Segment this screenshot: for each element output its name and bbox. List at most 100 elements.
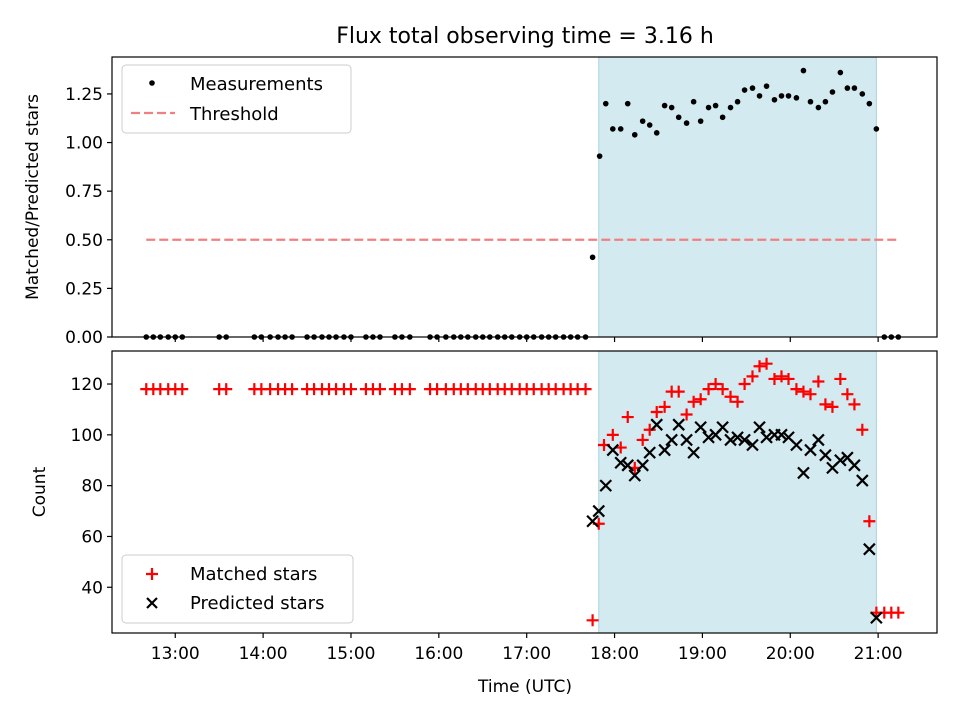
measurement-point <box>646 122 653 128</box>
predicted-stars-point <box>738 433 751 447</box>
matched-stars-point <box>220 383 233 396</box>
x-tick-label: 14:00 <box>239 644 288 664</box>
matched-stars-point <box>797 385 810 398</box>
predicted-stars-point <box>812 433 825 447</box>
matched-stars-point <box>841 388 854 401</box>
ratio-legend: Measurements Threshold <box>121 64 352 134</box>
measurement-point <box>624 100 631 107</box>
matched-stars-point <box>687 395 700 408</box>
count-legend: Matched stars Predicted stars <box>121 554 354 624</box>
measurement-point <box>771 96 778 103</box>
predicted-stars-point <box>621 459 635 472</box>
matched-stars-point <box>672 385 685 398</box>
matched-stars-point <box>176 383 189 396</box>
measurement-point <box>800 67 807 74</box>
measurement-point <box>741 87 748 93</box>
x-tick-label: 18:00 <box>590 644 639 664</box>
measurement-point <box>596 153 603 159</box>
predicted-stars-point <box>760 431 773 444</box>
measurement-point <box>631 131 638 138</box>
ratio-y-ticks: 0.00 0.25 0.50 0.75 1.00 1.25 <box>65 85 112 348</box>
legend-predicted-label: Predicted stars <box>190 593 324 614</box>
measurement-point <box>756 93 763 99</box>
y-tick-label: 0.25 <box>65 279 103 299</box>
predicted-stars-point <box>658 443 671 457</box>
predicted-stars-point <box>856 474 869 487</box>
ratio-legend-box <box>121 64 352 134</box>
measurement-point <box>837 69 844 76</box>
predicted-stars-point <box>790 438 803 452</box>
predicted-stars-point <box>665 433 678 447</box>
matched-stars-point <box>716 383 729 396</box>
predicted-stars-point <box>680 433 693 447</box>
measurement-point <box>697 118 704 124</box>
matched-stars-point <box>286 383 299 396</box>
predicted-stars-point <box>848 459 861 472</box>
matched-stars-point <box>782 372 795 385</box>
legend-matched-marker <box>146 568 158 580</box>
predicted-stars-point <box>819 448 832 462</box>
matched-stars-point <box>863 515 876 528</box>
measurement-point <box>778 93 785 99</box>
measurement-point <box>617 126 624 132</box>
matched-stars-point <box>834 372 847 385</box>
matched-stars-point <box>760 357 773 370</box>
y-tick-label: 120 <box>71 375 103 395</box>
matched-stars-point <box>746 370 759 383</box>
x-tick-label: 20:00 <box>766 644 815 664</box>
matched-stars-point <box>709 378 722 391</box>
measurement-point <box>609 126 616 132</box>
predicted-stars-point <box>672 418 685 431</box>
predicted-stars-point <box>775 428 788 442</box>
matched-stars-point <box>731 395 744 408</box>
measurement-point <box>822 98 829 105</box>
chart-title: Flux total observing time = 3.16 h <box>336 24 714 49</box>
predicted-stars-point <box>870 611 883 625</box>
predicted-stars-point <box>586 514 599 528</box>
count-legend-box <box>121 554 354 624</box>
measurement-point <box>807 98 814 105</box>
predicted-stars-point <box>592 504 606 518</box>
predicted-stars-point <box>636 459 649 472</box>
matched-stars-point <box>636 433 649 446</box>
x-tick-label: 19:00 <box>678 644 727 664</box>
y-tick-label: 1.25 <box>65 85 103 105</box>
matched-stars-point <box>643 423 656 436</box>
predicted-stars-point <box>716 420 729 434</box>
matched-stars-point <box>804 388 817 401</box>
matched-stars-point <box>586 614 599 627</box>
matched-stars-point <box>650 405 663 418</box>
y-tick-label: 0.00 <box>65 328 103 348</box>
matched-stars-point <box>373 383 386 396</box>
ratio-y-axis-label: Matched/Predicted stars <box>23 94 43 300</box>
x-tick-label: 17:00 <box>502 644 551 664</box>
y-tick-label: 0.75 <box>65 182 103 202</box>
matched-stars-point <box>658 400 671 413</box>
measurement-point <box>675 114 682 121</box>
measurement-point <box>851 85 858 91</box>
matched-stars-point <box>403 383 416 396</box>
matched-stars-point <box>819 398 832 411</box>
x-tick-label: 21:00 <box>854 644 903 664</box>
measurement-point <box>683 120 690 126</box>
predicted-stars-point <box>694 420 707 434</box>
matched-stars-point <box>768 372 781 385</box>
ratio-points <box>143 67 902 340</box>
x-tick-label: 13:00 <box>151 644 200 664</box>
predicted-stars-point <box>724 433 737 447</box>
measurement-point <box>734 98 741 105</box>
predicted-stars-point <box>650 418 664 431</box>
matched-stars-point <box>621 411 634 424</box>
predicted-stars-point <box>834 453 847 467</box>
predicted-stars-point <box>599 479 613 492</box>
x-axis-label: Time (UTC) <box>477 677 572 697</box>
x-tick-label: 16:00 <box>414 644 463 664</box>
legend-predicted-marker <box>146 597 158 609</box>
legend-matched-label: Matched stars <box>190 564 317 585</box>
count-axes-frame <box>111 350 938 634</box>
predicted-stars-point <box>628 469 642 482</box>
measurement-point <box>589 254 596 261</box>
measurement-point <box>866 100 873 107</box>
count-points <box>140 357 905 627</box>
